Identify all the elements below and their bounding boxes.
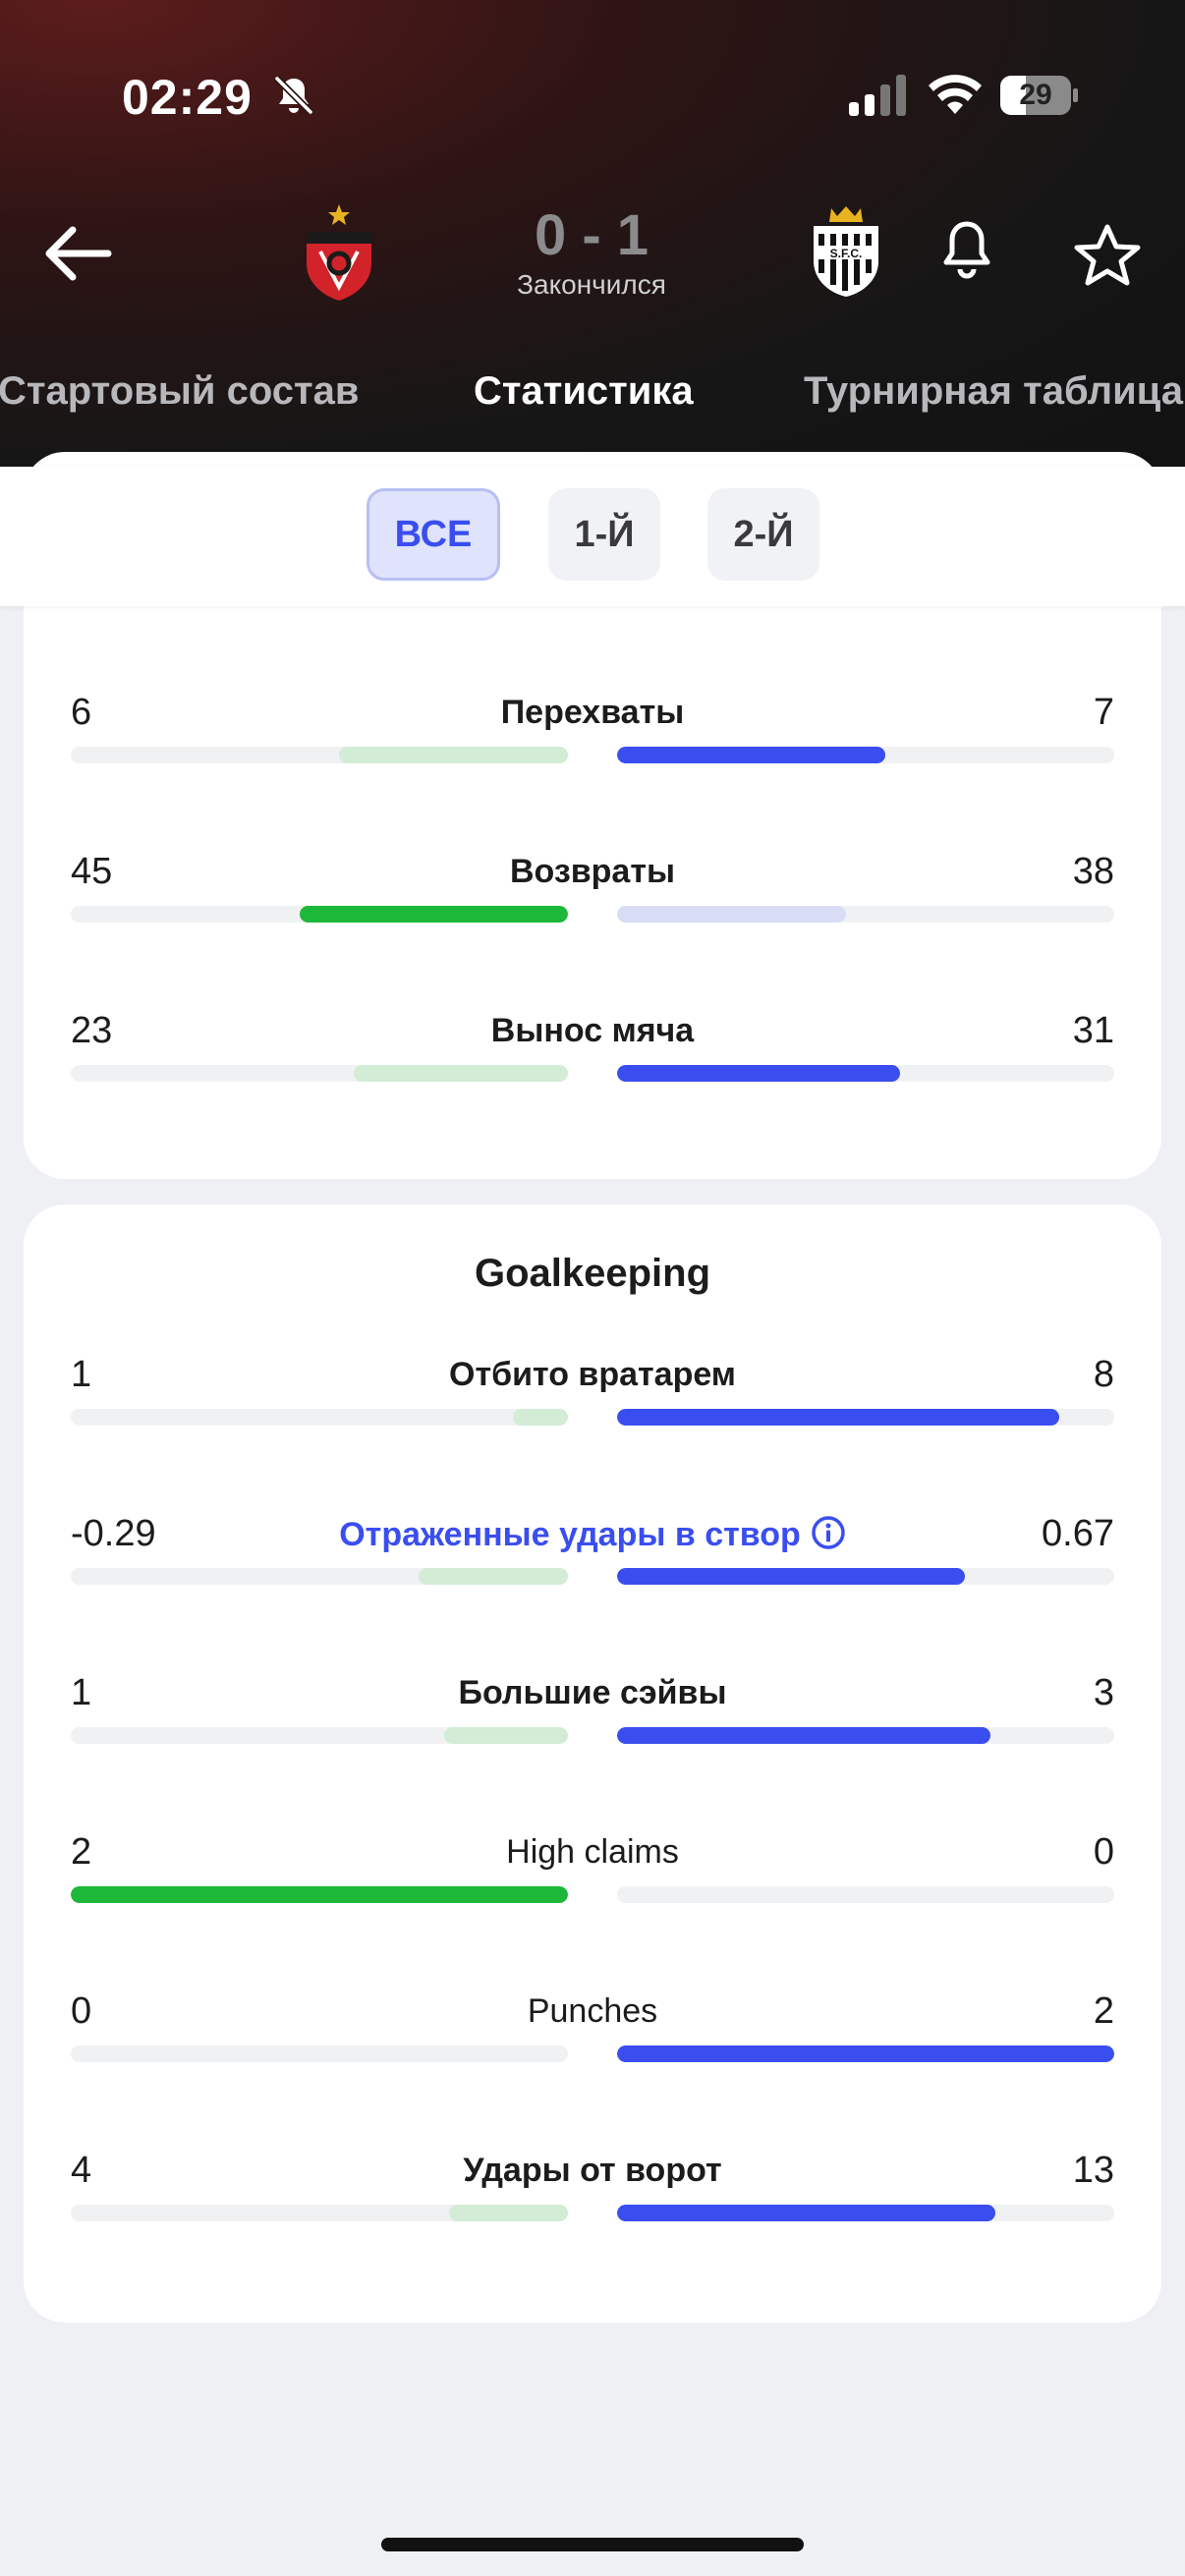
home-bar xyxy=(71,1886,568,1903)
home-bar xyxy=(71,1727,568,1744)
home-bar xyxy=(71,2205,568,2221)
stat-row: 6 Перехваты 7 xyxy=(24,692,1161,790)
tab-statistics[interactable]: Статистика xyxy=(474,369,694,413)
home-value: 45 xyxy=(71,851,113,892)
home-value: 2 xyxy=(71,1831,92,1873)
away-bar xyxy=(617,747,1114,763)
stat-label[interactable]: Отраженные удары в створ xyxy=(339,1516,801,1553)
stat-label: Punches xyxy=(527,1992,658,2030)
away-value: 0 xyxy=(1093,1831,1114,1873)
stat-row: 23 Вынос мяча 31 xyxy=(24,1010,1161,1108)
stat-row: 0 Punches 2 xyxy=(24,1990,1161,2089)
back-arrow-icon[interactable] xyxy=(39,218,118,289)
away-value: 31 xyxy=(1072,1010,1114,1051)
signal-icon xyxy=(849,75,906,116)
status-time: 02:29 xyxy=(122,70,253,125)
stat-label: Отбито вратарем xyxy=(449,1356,736,1393)
tab-lineup[interactable]: Стартовый состав xyxy=(0,369,360,413)
stat-row: 45 Возвраты 38 xyxy=(24,851,1161,949)
info-icon[interactable] xyxy=(811,1515,846,1550)
stat-row: -0.29 Отраженные удары в створ 0.67 xyxy=(24,1513,1161,1611)
away-bar xyxy=(617,2205,1114,2221)
away-bar xyxy=(617,1568,1114,1585)
away-bar xyxy=(617,1727,1114,1744)
home-bar xyxy=(71,2045,568,2062)
period-all-button[interactable]: ВСЕ xyxy=(367,488,500,581)
home-value: 6 xyxy=(71,692,92,733)
stat-row: 1 Отбито вратарем 8 xyxy=(24,1354,1161,1452)
goalkeeping-title: Goalkeeping xyxy=(474,1252,711,1295)
goalkeeping-card: Goalkeeping 1 Отбито вратарем 8 -0.29 От… xyxy=(24,1204,1161,2323)
away-value: 2 xyxy=(1093,1990,1114,2032)
home-bar xyxy=(71,747,568,763)
wifi-icon xyxy=(929,75,982,114)
battery-level: 29 xyxy=(1019,79,1052,111)
away-bar xyxy=(617,906,1114,923)
away-value: 8 xyxy=(1093,1354,1114,1395)
home-team-logo[interactable] xyxy=(301,202,377,303)
home-bar xyxy=(71,1409,568,1426)
away-value: 0.67 xyxy=(1042,1513,1114,1554)
stat-label: Вынос мяча xyxy=(490,1012,695,1049)
period-second-half-button[interactable]: 2-Й xyxy=(707,488,819,581)
home-indicator[interactable] xyxy=(381,2538,804,2551)
bell-off-icon xyxy=(274,76,313,115)
tab-standings[interactable]: Турнирная таблица xyxy=(804,369,1183,413)
away-value: 3 xyxy=(1093,1672,1114,1713)
stat-label: Большие сэйвы xyxy=(458,1674,727,1711)
match-score: 0 - 1 xyxy=(534,203,649,267)
home-bar xyxy=(71,906,568,923)
star-icon[interactable] xyxy=(1073,222,1142,287)
home-value: 1 xyxy=(71,1672,92,1713)
home-value: 4 xyxy=(71,2150,92,2191)
away-team-logo[interactable]: S.F.C. xyxy=(808,204,884,299)
stat-label: Перехваты xyxy=(500,694,685,731)
home-value: 1 xyxy=(71,1354,92,1395)
away-bar xyxy=(617,1886,1114,1903)
stat-row: 4 Удары от ворот 13 xyxy=(24,2150,1161,2248)
bell-icon[interactable] xyxy=(937,218,996,283)
stat-label: Возвраты xyxy=(509,853,676,890)
stat-row: 1 Большие сэйвы 3 xyxy=(24,1672,1161,1770)
battery-icon xyxy=(1000,76,1078,115)
home-bar xyxy=(71,1065,568,1082)
away-bar xyxy=(617,1409,1114,1426)
away-bar xyxy=(617,1065,1114,1082)
svg-text:S.F.C.: S.F.C. xyxy=(830,247,863,260)
home-value: 0 xyxy=(71,1990,92,2032)
away-value: 13 xyxy=(1072,2150,1114,2191)
stat-row: 2 High claims 0 xyxy=(24,1831,1161,1930)
home-bar xyxy=(71,1568,568,1585)
period-selector: ВСЕ 1-Й 2-Й xyxy=(0,467,1185,606)
away-value: 7 xyxy=(1093,692,1114,733)
away-value: 38 xyxy=(1072,851,1114,892)
match-status: Закончился xyxy=(517,269,666,300)
home-value: 23 xyxy=(71,1010,113,1051)
stat-label: High claims xyxy=(506,1833,679,1871)
away-bar xyxy=(617,2045,1114,2062)
match-header: 02:29 29 0 - 1 Закончился xyxy=(0,0,1185,467)
period-first-half-button[interactable]: 1-Й xyxy=(548,488,660,581)
home-value: -0.29 xyxy=(71,1513,156,1554)
stat-label-link[interactable]: Отраженные удары в створ xyxy=(220,1515,965,1554)
stat-label: Удары от ворот xyxy=(463,2152,722,2189)
